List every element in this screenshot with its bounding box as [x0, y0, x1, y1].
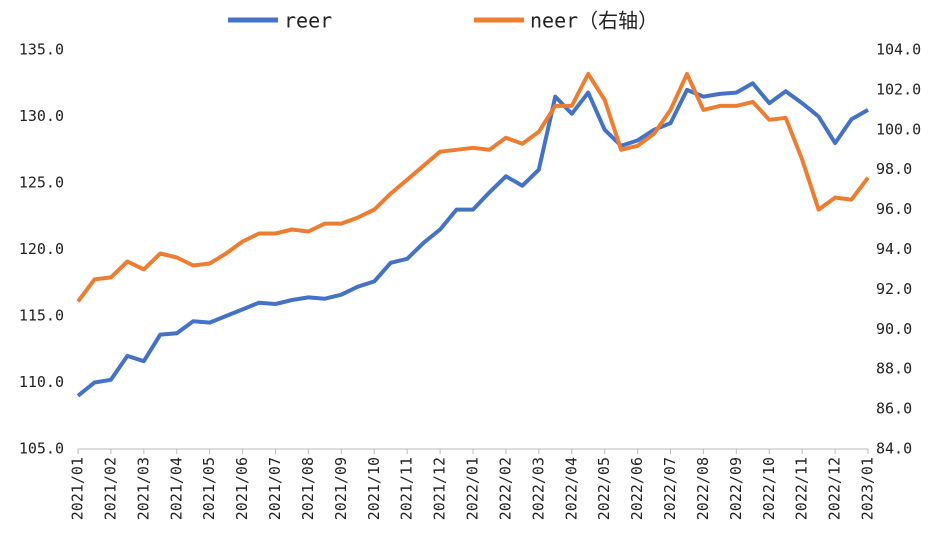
y-tick-label: 115.0	[19, 307, 64, 325]
x-tick-label: 2022/12	[826, 457, 844, 520]
x-tick-label: 2021/10	[365, 457, 383, 520]
y2-tick-label: 102.0	[876, 80, 921, 98]
y2-tick-label: 86.0	[876, 400, 912, 418]
x-tick-label: 2022/09	[727, 457, 745, 520]
y2-tick-label: 88.0	[876, 360, 912, 378]
x-tick-label: 2022/04	[562, 457, 580, 520]
y2-tick-label: 96.0	[876, 200, 912, 218]
x-tick-label: 2021/04	[167, 457, 185, 520]
series-line	[76, 71, 870, 303]
x-tick-label: 2022/08	[694, 457, 712, 520]
x-tick-label: 2021/02	[101, 457, 119, 520]
y-tick-label: 125.0	[19, 174, 64, 192]
series-line	[76, 81, 869, 398]
x-tick-label: 2021/01	[69, 457, 87, 520]
x-tick-label: 2021/09	[332, 457, 350, 520]
legend-label: reer	[284, 9, 332, 33]
y2-tick-label: 90.0	[876, 320, 912, 338]
x-tick-label: 2022/07	[661, 457, 679, 520]
x-tick-label: 2021/03	[134, 457, 152, 520]
x-tick-label: 2021/06	[233, 457, 251, 520]
y-tick-label: 110.0	[19, 373, 64, 391]
x-tick-label: 2021/05	[200, 457, 218, 520]
x-tick-label: 2022/05	[595, 457, 613, 520]
x-tick-label: 2022/10	[760, 457, 778, 520]
x-tick-label: 2021/11	[398, 457, 416, 520]
x-tick-label: 2022/01	[464, 457, 482, 520]
y-tick-label: 120.0	[19, 240, 64, 258]
x-tick-label: 2023/01	[859, 457, 877, 520]
y2-tick-label: 98.0	[876, 160, 912, 178]
x-tick-label: 2021/08	[299, 457, 317, 520]
legend-label: neer（右轴）	[530, 9, 658, 33]
y2-tick-label: 100.0	[876, 120, 921, 138]
y2-tick-label: 84.0	[876, 440, 912, 458]
x-tick-label: 2021/07	[266, 457, 284, 520]
x-tick-label: 2022/03	[529, 457, 547, 520]
x-tick-label: 2022/02	[496, 457, 514, 520]
y2-tick-label: 92.0	[876, 280, 912, 298]
y-tick-label: 135.0	[19, 41, 64, 59]
x-tick-label: 2022/06	[628, 457, 646, 520]
y-tick-label: 130.0	[19, 107, 64, 125]
y2-tick-label: 104.0	[876, 41, 921, 59]
y-tick-label: 105.0	[19, 440, 64, 458]
x-tick-label: 2021/12	[431, 457, 449, 520]
y2-tick-label: 94.0	[876, 240, 912, 258]
x-tick-label: 2022/11	[793, 457, 811, 520]
